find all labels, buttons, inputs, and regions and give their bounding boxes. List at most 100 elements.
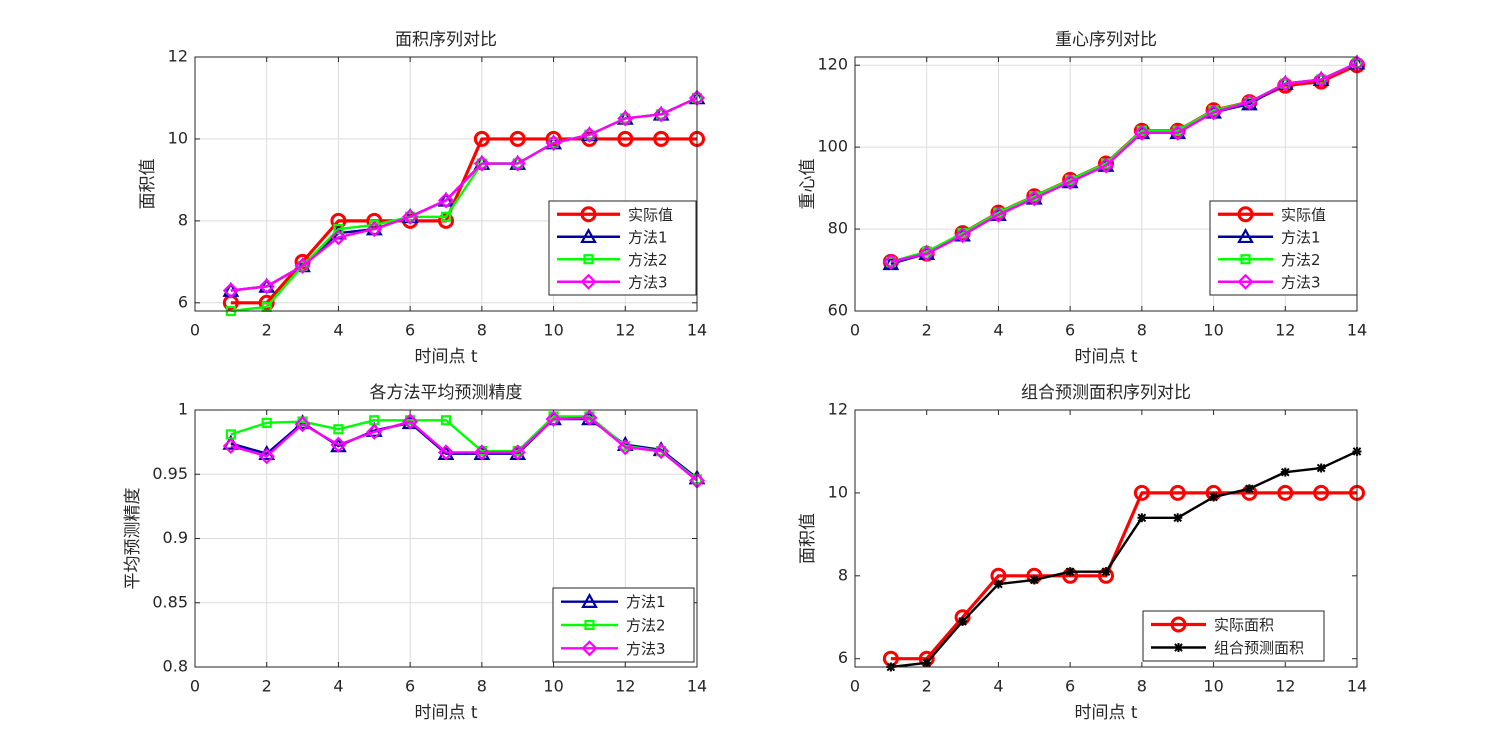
series-line (890, 450, 1358, 669)
axes-box (854, 56, 1358, 312)
legend-label: 实际面积 (1214, 616, 1274, 634)
data-point (222, 437, 239, 455)
legend-swatch-marker (1240, 254, 1251, 265)
x-tick-label: 4 (993, 677, 1003, 696)
legend-box (548, 200, 697, 296)
data-point (545, 410, 562, 428)
series-方法3 (222, 409, 706, 489)
y-tick-label: 60 (828, 301, 848, 320)
data-point (258, 294, 275, 311)
x-tick-label: 2 (922, 677, 932, 696)
legend-swatch-marker (584, 619, 595, 631)
y-tick-label: 80 (828, 219, 848, 238)
y-tick-label: 120 (817, 55, 848, 74)
data-point (1244, 484, 1254, 494)
data-point (330, 229, 347, 246)
legend-label: 组合预测面积 (1214, 639, 1304, 657)
data-point (545, 130, 562, 147)
data-point (366, 212, 383, 229)
data-point (581, 409, 598, 426)
legend-label: 实际值 (628, 206, 673, 224)
y-axis-label: 平均预测精度 (123, 488, 143, 590)
data-point (297, 260, 308, 272)
data-point (617, 439, 634, 456)
data-point (958, 616, 968, 626)
data-point (1101, 567, 1111, 577)
y-tick-label: 0.8 (163, 657, 188, 676)
data-point (402, 413, 419, 430)
x-tick-label: 2 (262, 321, 272, 340)
legend-swatch-marker (1237, 206, 1254, 223)
data-point (261, 417, 272, 428)
y-tick-label: 0.85 (152, 592, 188, 611)
data-point (1137, 513, 1147, 523)
chart-title: 面积序列对比 (395, 30, 497, 50)
x-tick-label: 6 (405, 677, 415, 696)
data-point (1026, 190, 1043, 207)
series-line (230, 96, 698, 292)
data-point (1205, 104, 1222, 121)
data-point (1062, 173, 1079, 191)
legend-label: 方法3 (626, 640, 666, 658)
data-point (1173, 513, 1183, 523)
legend-label: 实际值 (1281, 206, 1326, 224)
data-point (990, 206, 1007, 223)
chart-title: 重心序列对比 (1055, 30, 1157, 50)
x-axis-label: 时间点 t (1074, 703, 1137, 723)
y-tick-label: 10 (828, 482, 848, 501)
data-point (440, 211, 452, 222)
legend-swatch-marker (580, 206, 597, 223)
y-tick-label: 0.9 (163, 528, 188, 547)
chart-title: 各方法平均预测精度 (370, 383, 523, 403)
data-point (473, 155, 490, 172)
x-tick-label: 6 (405, 321, 415, 340)
x-tick-label: 6 (1065, 321, 1075, 340)
x-tick-label: 12 (615, 677, 635, 696)
legend-box (1209, 200, 1358, 296)
data-point (653, 443, 670, 460)
data-point (222, 282, 239, 299)
x-axis-label: 时间点 t (1074, 347, 1137, 367)
x-tick-label: 8 (477, 677, 487, 696)
data-point (1029, 575, 1039, 585)
series-line (230, 416, 698, 482)
data-point (993, 579, 1003, 589)
data-point (509, 155, 526, 172)
axes-box (854, 409, 1358, 668)
x-tick-label: 0 (190, 321, 200, 340)
x-tick-label: 4 (333, 677, 343, 696)
data-point (509, 444, 526, 461)
legend-label: 方法2 (626, 617, 666, 635)
data-point (1313, 484, 1330, 501)
data-point (294, 257, 311, 274)
x-tick-label: 4 (993, 321, 1003, 340)
x-axis-label: 时间点 t (414, 347, 477, 367)
data-point (1316, 463, 1326, 473)
axes-box (194, 409, 698, 668)
series-组合预测面积 (886, 446, 1362, 672)
legend-swatch-marker (581, 640, 598, 657)
data-point (882, 253, 899, 270)
data-point (258, 448, 275, 465)
data-point (402, 208, 419, 225)
data-point (509, 130, 526, 147)
x-tick-label: 8 (1137, 321, 1147, 340)
data-point (333, 424, 344, 435)
legend-label: 方法2 (1281, 251, 1321, 269)
data-point (473, 444, 490, 461)
legend-swatch-marker (581, 592, 598, 608)
data-point (258, 278, 275, 295)
x-tick-label: 14 (1347, 321, 1367, 340)
x-tick-label: 8 (1137, 677, 1147, 696)
x-tick-label: 10 (543, 677, 563, 696)
legend-label: 方法2 (628, 251, 668, 269)
x-tick-label: 14 (1347, 677, 1367, 696)
y-tick-label: 12 (168, 47, 188, 66)
x-tick-label: 10 (543, 321, 563, 340)
data-point (1133, 124, 1150, 141)
x-tick-label: 12 (1275, 677, 1295, 696)
x-tick-label: 0 (850, 321, 860, 340)
